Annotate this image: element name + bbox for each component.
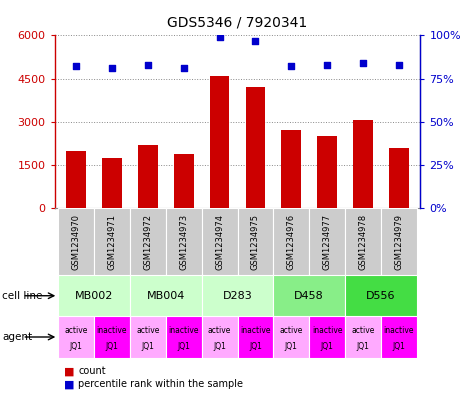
Bar xyxy=(381,208,417,275)
Bar xyxy=(317,136,337,208)
Text: count: count xyxy=(78,366,106,376)
Bar xyxy=(309,208,345,275)
Text: D458: D458 xyxy=(294,291,324,301)
Bar xyxy=(202,275,273,316)
Bar xyxy=(246,87,266,208)
Text: active: active xyxy=(208,326,231,335)
Text: JQ1: JQ1 xyxy=(213,342,226,351)
Text: JQ1: JQ1 xyxy=(357,342,370,351)
Text: active: active xyxy=(136,326,160,335)
Point xyxy=(180,65,188,72)
Bar xyxy=(174,154,194,208)
Bar xyxy=(353,120,373,208)
Text: ■: ■ xyxy=(64,379,75,389)
Bar xyxy=(309,316,345,358)
Text: inactive: inactive xyxy=(169,326,199,335)
Text: D283: D283 xyxy=(223,291,252,301)
Bar xyxy=(58,275,130,316)
Text: percentile rank within the sample: percentile rank within the sample xyxy=(78,379,243,389)
Text: agent: agent xyxy=(2,332,32,342)
Text: GSM1234971: GSM1234971 xyxy=(107,214,116,270)
Bar xyxy=(130,208,166,275)
Text: MB002: MB002 xyxy=(75,291,113,301)
Bar xyxy=(273,316,309,358)
Bar xyxy=(94,316,130,358)
Bar xyxy=(138,145,158,208)
Bar xyxy=(238,316,273,358)
Text: D556: D556 xyxy=(366,291,396,301)
Text: inactive: inactive xyxy=(312,326,342,335)
Text: inactive: inactive xyxy=(240,326,271,335)
Text: active: active xyxy=(65,326,88,335)
Bar xyxy=(202,316,238,358)
Text: GSM1234977: GSM1234977 xyxy=(323,214,332,270)
Text: GSM1234970: GSM1234970 xyxy=(72,214,81,270)
Text: GSM1234978: GSM1234978 xyxy=(359,214,368,270)
Point xyxy=(323,62,331,68)
Bar xyxy=(130,316,166,358)
Text: JQ1: JQ1 xyxy=(249,342,262,351)
Text: JQ1: JQ1 xyxy=(142,342,154,351)
Bar xyxy=(273,208,309,275)
Text: JQ1: JQ1 xyxy=(105,342,118,351)
Text: MB004: MB004 xyxy=(147,291,185,301)
Bar xyxy=(166,316,202,358)
Text: active: active xyxy=(352,326,375,335)
Point xyxy=(144,62,152,68)
Text: GSM1234972: GSM1234972 xyxy=(143,214,152,270)
Text: inactive: inactive xyxy=(384,326,414,335)
Text: GSM1234973: GSM1234973 xyxy=(179,214,188,270)
Text: GSM1234976: GSM1234976 xyxy=(287,214,296,270)
Point xyxy=(287,63,295,70)
Text: JQ1: JQ1 xyxy=(392,342,405,351)
Bar xyxy=(58,208,94,275)
Bar xyxy=(209,76,229,208)
Point xyxy=(108,65,116,72)
Text: GDS5346 / 7920341: GDS5346 / 7920341 xyxy=(167,16,308,30)
Bar xyxy=(130,275,202,316)
Bar xyxy=(94,208,130,275)
Bar xyxy=(273,275,345,316)
Point xyxy=(395,62,403,68)
Bar xyxy=(58,316,94,358)
Text: JQ1: JQ1 xyxy=(70,342,83,351)
Bar xyxy=(345,208,381,275)
Text: JQ1: JQ1 xyxy=(321,342,333,351)
Bar xyxy=(381,316,417,358)
Bar xyxy=(66,151,86,208)
Point xyxy=(252,37,259,44)
Bar xyxy=(238,208,273,275)
Bar xyxy=(202,208,238,275)
Text: GSM1234974: GSM1234974 xyxy=(215,214,224,270)
Bar xyxy=(345,316,381,358)
Text: ■: ■ xyxy=(64,366,75,376)
Text: active: active xyxy=(280,326,303,335)
Point xyxy=(216,34,223,40)
Bar xyxy=(389,148,408,208)
Bar xyxy=(281,130,301,208)
Bar xyxy=(345,275,417,316)
Text: GSM1234975: GSM1234975 xyxy=(251,214,260,270)
Text: cell line: cell line xyxy=(2,291,43,301)
Text: inactive: inactive xyxy=(97,326,127,335)
Text: GSM1234979: GSM1234979 xyxy=(394,214,403,270)
Point xyxy=(359,60,367,66)
Bar xyxy=(102,158,122,208)
Text: JQ1: JQ1 xyxy=(285,342,298,351)
Bar xyxy=(166,208,202,275)
Text: JQ1: JQ1 xyxy=(177,342,190,351)
Point xyxy=(72,63,80,70)
